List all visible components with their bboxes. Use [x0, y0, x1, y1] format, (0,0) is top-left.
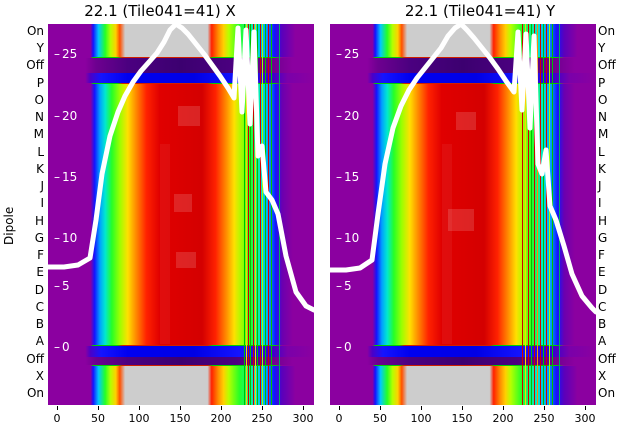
panel-y-heatmap — [330, 24, 596, 405]
category-tick-b-17: B — [598, 317, 607, 332]
category-tick-n-5: N — [35, 110, 44, 125]
xtick-300: 300 — [292, 412, 314, 425]
panel-y-axes: –25 –20 –15 –10 –5 –0 — [330, 24, 596, 405]
category-tick-on-0: On — [26, 24, 44, 38]
category-tick-h-11: H — [34, 213, 44, 228]
inner-ytick-10: –10 — [54, 231, 78, 245]
xtick-200: 200 — [210, 412, 232, 425]
category-tick-x-20: X — [35, 368, 44, 383]
inner-ytick-20: –20 — [336, 109, 360, 123]
panel-x-title: 22.1 (Tile041=41) X — [84, 2, 236, 20]
xtick-0: 0 — [53, 412, 61, 425]
category-tick-j-9: J — [598, 179, 602, 194]
stripe-artifacts — [48, 24, 314, 405]
category-tick-on-21: On — [26, 386, 44, 400]
xtick-200: 200 — [492, 412, 514, 425]
category-tick-g-12: G — [598, 230, 608, 245]
xtick-100: 100 — [410, 412, 432, 425]
category-tick-off-2: Off — [26, 58, 44, 73]
category-tick-n-5: N — [598, 110, 607, 125]
category-tick-f-13: F — [598, 248, 605, 263]
panel-y-title: 22.1 (Tile041=41) Y — [404, 2, 556, 20]
category-tick-i-10: I — [40, 196, 44, 211]
category-tick-l-7: L — [37, 144, 44, 159]
category-tick-off-2: Off — [598, 58, 616, 73]
category-tick-a-18: A — [598, 334, 607, 349]
xtick-100: 100 — [128, 412, 150, 425]
category-tick-p-3: P — [598, 75, 606, 90]
xtick-250: 250 — [251, 412, 273, 425]
category-tick-e-14: E — [598, 265, 606, 280]
category-tick-a-18: A — [35, 334, 44, 349]
category-tick-off-19: Off — [598, 351, 616, 366]
category-tick-o-4: O — [34, 92, 44, 107]
panel-x-heatmap — [48, 24, 314, 405]
category-tick-m-6: M — [598, 127, 609, 142]
category-tick-o-4: O — [598, 92, 608, 107]
category-tick-y-1: Y — [598, 41, 606, 56]
inner-ytick-25: –25 — [336, 47, 360, 61]
xtick-250: 250 — [533, 412, 555, 425]
xtick-0: 0 — [335, 412, 343, 425]
inner-ytick-5: –5 — [54, 279, 70, 293]
category-tick-off-19: Off — [26, 351, 44, 366]
category-tick-k-8: K — [36, 161, 44, 176]
panel-x: 22.1 (Tile041=41) X — [48, 2, 314, 425]
inner-ytick-25: –25 — [54, 47, 78, 61]
category-tick-m-6: M — [33, 127, 44, 142]
category-tick-c-16: C — [35, 299, 44, 314]
inner-ytick-20: –20 — [54, 109, 78, 123]
category-tick-k-8: K — [598, 161, 606, 176]
category-tick-d-15: D — [34, 282, 44, 297]
category-tick-d-15: D — [598, 282, 608, 297]
inner-ytick-10: –10 — [336, 231, 360, 245]
inner-ytick-0: –0 — [54, 340, 70, 354]
category-tick-c-16: C — [598, 299, 607, 314]
category-tick-j-9: J — [40, 179, 44, 194]
xtick-50: 50 — [373, 412, 387, 425]
category-tick-b-17: B — [35, 317, 44, 332]
xtick-300: 300 — [574, 412, 596, 425]
category-tick-g-12: G — [34, 230, 44, 245]
panel-x-axes: –25 –20 –15 –10 –5 –0 — [48, 24, 314, 405]
category-tick-on-21: On — [598, 386, 616, 400]
inner-ytick-15: –15 — [336, 170, 360, 184]
inner-ytick-0: –0 — [336, 340, 352, 354]
xtick-50: 50 — [91, 412, 105, 425]
inner-ytick-5: –5 — [336, 279, 352, 293]
xtick-150: 150 — [451, 412, 473, 425]
category-tick-i-10: I — [598, 196, 602, 211]
category-tick-h-11: H — [598, 213, 608, 228]
category-tick-l-7: L — [598, 144, 605, 159]
category-tick-y-1: Y — [36, 41, 44, 56]
inner-ytick-15: –15 — [54, 170, 78, 184]
stripe-artifacts — [330, 24, 596, 405]
category-tick-p-3: P — [36, 75, 44, 90]
panel-y: 22.1 (Tile041=41) Y — [320, 0, 640, 440]
category-tick-x-20: X — [598, 368, 607, 383]
xtick-150: 150 — [169, 412, 191, 425]
category-tick-on-0: On — [598, 24, 616, 38]
category-tick-f-13: F — [37, 248, 44, 263]
category-tick-e-14: E — [36, 265, 44, 280]
